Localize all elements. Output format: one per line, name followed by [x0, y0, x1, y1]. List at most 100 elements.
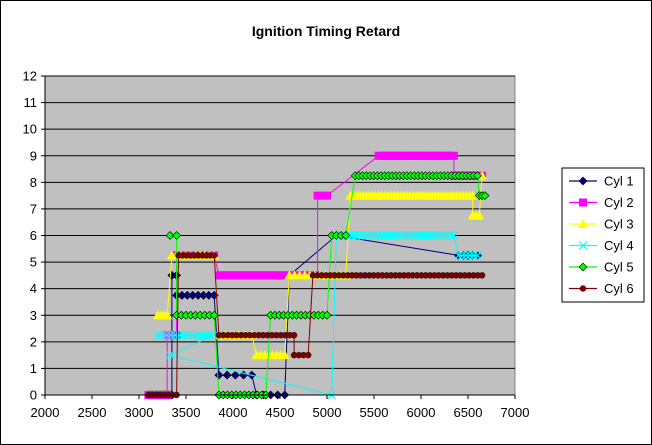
y-tick-label-1: 1 — [30, 361, 37, 376]
series-5-point-77 — [480, 191, 490, 201]
series-4-point-45 — [441, 231, 451, 240]
x-tick-label-5500: 5500 — [360, 405, 389, 420]
series-4-point-32 — [392, 231, 402, 240]
x-tick-label-5000: 5000 — [313, 405, 342, 420]
legend-marker-4 — [578, 241, 588, 250]
series-4-point-10 — [196, 330, 206, 340]
series-4-point-0 — [153, 330, 163, 340]
series-4-point-25 — [366, 231, 375, 240]
series-4-point-13 — [209, 330, 219, 340]
y-tick-label-3: 3 — [30, 308, 37, 323]
series-6-point-17 — [210, 252, 218, 259]
series-2-point-62 — [323, 191, 331, 200]
series-6-point-79 — [478, 272, 486, 279]
series-3-point-82 — [474, 210, 485, 220]
x-tick-label-6500: 6500 — [454, 405, 483, 420]
series-5-point-74 — [472, 171, 482, 181]
series-4-point-23 — [358, 231, 368, 240]
series-3 — [152, 170, 488, 360]
series-4-point-48 — [454, 251, 464, 260]
series-4-point-52 — [469, 251, 479, 260]
y-tick-label-4: 4 — [30, 281, 37, 296]
series-4-point-35 — [403, 231, 413, 240]
series-4-point-34 — [400, 231, 410, 240]
x-tick-label-4000: 4000 — [219, 405, 248, 420]
y-tick-label-6: 6 — [30, 228, 37, 243]
y-tick-label-9: 9 — [30, 148, 37, 163]
legend-box — [561, 167, 645, 303]
legend-item-2: Cyl 2 — [569, 195, 634, 210]
legend: Cyl 1 Cyl 2 Cyl 3 Cyl 4 Cyl 5 Cyl 6 — [561, 167, 645, 303]
series-6-point-39 — [305, 351, 312, 359]
legend-item-4: Cyl 4 — [569, 238, 634, 253]
series-6-point-35 — [290, 331, 298, 339]
series-4-point-8 — [188, 330, 197, 340]
series-4-point-49 — [457, 251, 467, 260]
series-5-point-36 — [322, 310, 332, 320]
y-tick-label-11: 11 — [24, 95, 38, 110]
y-tick-label-8: 8 — [30, 175, 37, 190]
y-tick-label-7: 7 — [30, 201, 37, 216]
series-4-point-42 — [430, 231, 440, 240]
legend-marker-2 — [579, 198, 587, 207]
series-4-point-5 — [175, 330, 184, 340]
series-2-point-60 — [313, 191, 322, 200]
series-4-point-9 — [192, 330, 202, 340]
series-4-point-24 — [362, 231, 372, 240]
y-tick-label-5: 5 — [30, 255, 37, 270]
legend-item-1: Cyl 1 — [569, 174, 634, 189]
series-4-point-12 — [205, 330, 215, 340]
series-3-point-3 — [162, 310, 173, 320]
legend-marker-5 — [578, 262, 588, 272]
series-4-point-39 — [419, 231, 429, 240]
series-4-point-22 — [354, 231, 364, 240]
series-5-point-0 — [165, 231, 175, 240]
series-4-point-36 — [407, 231, 417, 240]
series-1-point-37 — [230, 370, 240, 380]
series-5-point-10 — [209, 310, 219, 320]
series-4-point-7 — [183, 330, 193, 340]
series-4-point-50 — [461, 251, 471, 260]
series-2-point-61 — [318, 191, 327, 200]
x-tick-label-6000: 6000 — [407, 405, 436, 420]
x-tick-label-2000: 2000 — [31, 405, 60, 420]
series-1-point-36 — [222, 370, 232, 380]
series-5-point-1 — [172, 231, 182, 240]
series-4-point-47 — [449, 231, 459, 240]
legend-label-2: Cyl 2 — [604, 195, 634, 210]
series-4-point-26 — [369, 231, 379, 240]
series-4-point-6 — [179, 330, 189, 340]
legend-label-1: Cyl 1 — [604, 174, 634, 189]
legend-item-6: Cyl 6 — [569, 281, 634, 296]
legend-label-3: Cyl 3 — [604, 217, 634, 232]
series-6 — [145, 252, 486, 399]
series-4-point-29 — [381, 231, 391, 240]
legend-item-3: Cyl 3 — [569, 217, 634, 232]
series-4-point-43 — [434, 231, 444, 240]
series-4-point-53 — [472, 251, 482, 260]
series-4-point-44 — [438, 231, 447, 240]
x-tick-label-2500: 2500 — [78, 405, 107, 420]
series-5-point-40 — [341, 231, 351, 240]
x-tick-label-4500: 4500 — [266, 405, 295, 420]
legend-label-6: Cyl 6 — [604, 281, 634, 296]
series-4-point-20 — [347, 231, 356, 240]
legend-marker-6 — [579, 285, 587, 292]
chart-title: Ignition Timing Retard — [252, 23, 400, 39]
series-4-point-21 — [350, 231, 360, 240]
series-4-point-31 — [388, 231, 398, 240]
series-4-point-3 — [166, 330, 176, 340]
x-tick-label-3000: 3000 — [125, 405, 154, 420]
series-4-point-1 — [157, 330, 167, 340]
series-4-point-14 — [165, 350, 175, 360]
series-4-point-46 — [445, 231, 455, 240]
y-tick-label-0: 0 — [30, 388, 37, 403]
legend-label-4: Cyl 4 — [604, 238, 634, 253]
series-2-point-92 — [449, 151, 458, 160]
legend-marker-1 — [578, 176, 588, 186]
series-3-point-27 — [279, 350, 290, 360]
series-4-point-38 — [415, 231, 425, 240]
series-4-point-51 — [465, 251, 475, 260]
